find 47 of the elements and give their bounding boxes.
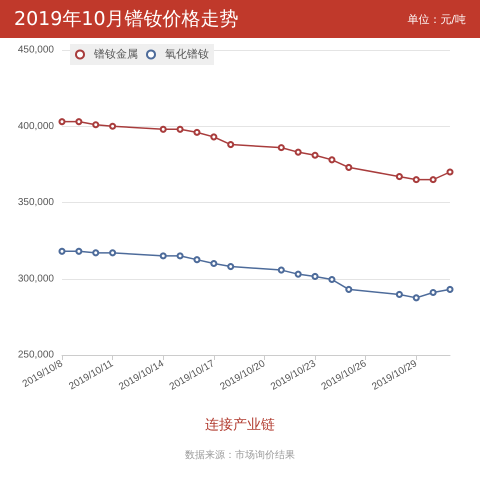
source-note: 数据来源：市场询价结果 <box>184 448 296 462</box>
point <box>396 173 403 180</box>
point <box>210 133 218 140</box>
point <box>92 121 100 128</box>
y-tick-label: 300,000 <box>18 273 54 284</box>
legend-label: 镨钕金属 <box>93 48 138 60</box>
y-tick-label: 350,000 <box>18 197 54 208</box>
point <box>109 122 116 130</box>
y-tick-label: 400,000 <box>18 120 54 132</box>
point <box>328 156 336 164</box>
y-axis-title: 单位：元/吨 <box>407 12 466 26</box>
point <box>193 256 200 264</box>
point <box>58 248 66 255</box>
point <box>446 168 454 176</box>
point <box>92 249 100 256</box>
point <box>227 263 234 270</box>
chart-title: 2019年10月镨钕价格走势 <box>14 7 239 32</box>
point <box>328 276 336 284</box>
point <box>227 141 234 148</box>
point <box>176 252 184 260</box>
point <box>58 118 66 126</box>
point <box>312 152 319 159</box>
point <box>75 248 82 255</box>
point <box>430 288 437 296</box>
point <box>412 176 420 184</box>
point <box>345 286 352 293</box>
point <box>278 144 285 152</box>
point <box>160 126 167 133</box>
point <box>75 118 82 126</box>
point <box>160 252 167 260</box>
y-tick-label: 450,000 <box>18 44 54 56</box>
point <box>193 128 200 136</box>
point <box>430 176 437 184</box>
point <box>396 290 403 298</box>
point <box>109 249 116 256</box>
point <box>176 126 184 133</box>
y-tick-label: 250,000 <box>18 350 54 360</box>
text: 连接产业链 <box>204 416 276 434</box>
point <box>446 286 454 293</box>
point <box>278 266 285 274</box>
legend-label: 氧化镨钕 <box>165 48 209 60</box>
point <box>294 270 302 278</box>
point <box>312 272 319 280</box>
point <box>210 260 218 267</box>
point <box>412 294 420 302</box>
point <box>294 148 302 156</box>
point <box>345 164 352 171</box>
